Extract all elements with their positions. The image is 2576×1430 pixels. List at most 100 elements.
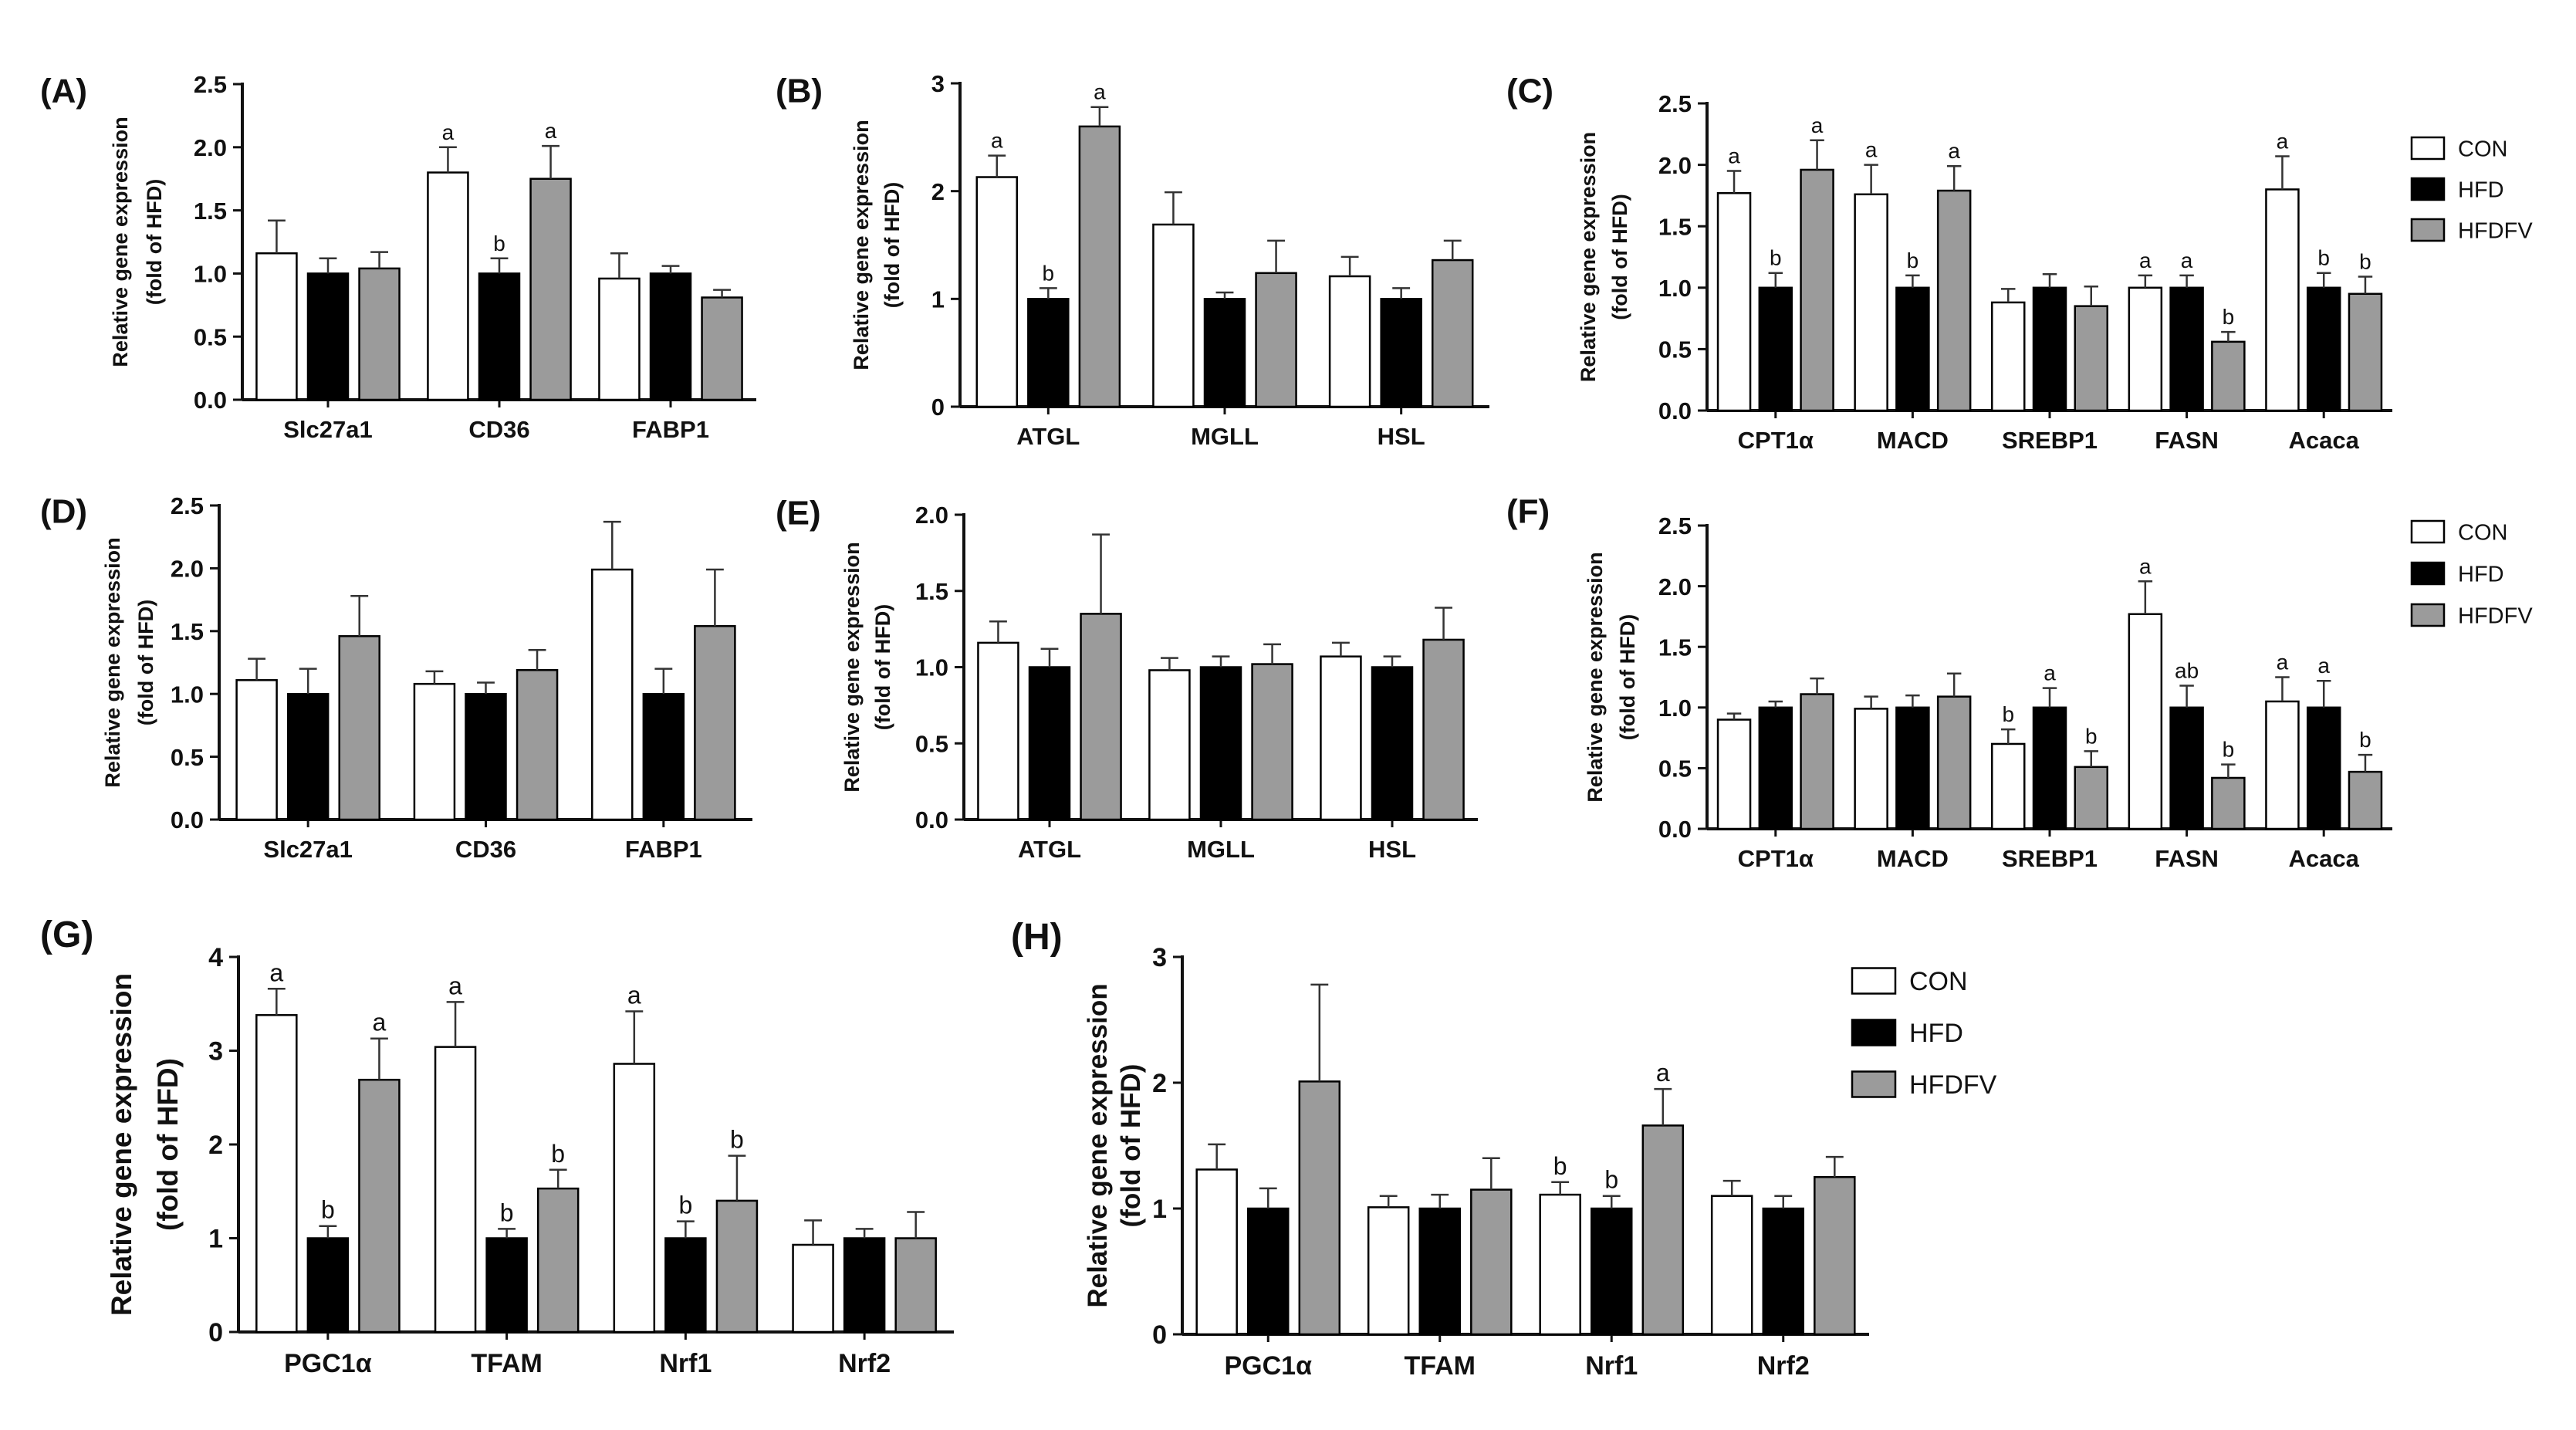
bar-hfdfv xyxy=(529,177,572,401)
bar-con xyxy=(1716,191,1752,412)
x-tick-label: CPT1α xyxy=(1738,845,1814,872)
bar-hfd xyxy=(2306,706,2341,830)
bar-hfdfv xyxy=(1251,663,1293,821)
legend-label: HFD xyxy=(2458,562,2504,587)
bar-hfdfv xyxy=(2348,292,2383,412)
significance-label: a xyxy=(2044,661,2056,685)
bar-con xyxy=(1539,1193,1581,1336)
bar-con xyxy=(1854,193,1888,412)
x-tick-label: FASN xyxy=(2155,427,2219,454)
bar-hfd xyxy=(1199,666,1242,821)
significance-label: ab xyxy=(2175,659,2199,683)
bar-con xyxy=(434,1046,477,1334)
bar-hfdfv xyxy=(1255,272,1297,408)
panel-e: (E) Relative gene expression (fold of HFD)… xyxy=(776,494,1478,863)
significance-label: a xyxy=(2277,651,2289,674)
x-tick-label: FABP1 xyxy=(632,416,709,443)
bar-hfd xyxy=(1380,298,1422,408)
y-tick-label: 2.0 xyxy=(194,134,227,161)
y-tick-label: 1.0 xyxy=(194,261,227,288)
bar-hfd xyxy=(649,272,692,401)
bar-hfdfv xyxy=(1298,1080,1341,1336)
x-tick-label: CPT1α xyxy=(1738,427,1814,454)
significance-label: b xyxy=(551,1140,565,1168)
panel-d: (D) Relative gene expression (fold of HFD)… xyxy=(40,492,752,863)
bar-hfdfv xyxy=(1936,189,1972,412)
y-tick-label: 1.5 xyxy=(194,198,227,225)
bar-hfd xyxy=(306,1237,350,1334)
x-tick-label: Slc27a1 xyxy=(263,836,353,863)
significance-label: a xyxy=(545,119,557,143)
significance-label: a xyxy=(2181,248,2193,272)
x-tick-label: Slc27a1 xyxy=(283,416,373,443)
bar-con xyxy=(1148,669,1191,821)
bar-hfdfv xyxy=(701,296,743,401)
bar-con xyxy=(792,1243,834,1334)
bar-con xyxy=(1990,742,2026,830)
x-tick-label: TFAM xyxy=(471,1349,543,1378)
bar-con xyxy=(2128,613,2163,830)
significance-label: b xyxy=(1907,248,1919,272)
significance-label: a xyxy=(1094,80,1106,104)
bar-hfd xyxy=(1762,1207,1804,1336)
y-tick-label: 1.5 xyxy=(915,578,948,605)
bar-con xyxy=(1367,1206,1410,1336)
legend: CON HFD HFDFV xyxy=(2410,136,2533,243)
bar-hfd xyxy=(485,1237,528,1334)
bar-hfd xyxy=(1758,706,1793,830)
y-tick-label: 0.0 xyxy=(171,806,204,833)
y-tick-label: 2.5 xyxy=(194,71,227,98)
bar-con xyxy=(1854,708,1888,830)
significance-label: a xyxy=(1948,139,1960,163)
y-tick-label: 0.5 xyxy=(1658,756,1692,783)
bar-con xyxy=(2128,286,2163,412)
bar-con xyxy=(427,171,469,401)
y-tick-label: 0.0 xyxy=(915,806,948,833)
legend-swatch-hfdfv xyxy=(2410,218,2446,242)
significance-label: b xyxy=(500,1198,514,1226)
bar-con xyxy=(1195,1168,1238,1336)
significance-label: a xyxy=(373,1009,387,1036)
bar-hfd xyxy=(1371,666,1414,821)
bar-hfd xyxy=(2306,286,2341,412)
bar-con xyxy=(1716,718,1752,830)
y-tick-label: 1 xyxy=(1152,1195,1167,1224)
y-tick-label: 0.0 xyxy=(194,387,227,414)
panel-label: (F) xyxy=(1506,492,1550,530)
y-tick-label: 2.0 xyxy=(915,502,948,529)
significance-label: b xyxy=(1043,261,1055,285)
y-tick-label: 0.5 xyxy=(194,323,227,350)
bar-hfdfv xyxy=(894,1237,937,1334)
x-tick-label: Nrf1 xyxy=(1585,1351,1638,1381)
y-tick-label: 2 xyxy=(1152,1069,1167,1098)
significance-label: b xyxy=(1604,1166,1618,1194)
bar-hfd xyxy=(1247,1207,1290,1336)
significance-label: a xyxy=(448,972,462,999)
bar-hfd xyxy=(1895,706,1930,830)
y-tick-label: 1.5 xyxy=(1658,213,1692,240)
bar-con xyxy=(413,682,456,821)
y-tick-label: 2.5 xyxy=(171,492,204,519)
y-tick-label: 0.5 xyxy=(915,730,948,757)
significance-label: a xyxy=(1865,138,1878,162)
significance-label: a xyxy=(442,120,455,144)
bar-hfdfv xyxy=(2348,770,2383,830)
bar-con xyxy=(977,641,1019,821)
legend-swatch-hfd xyxy=(2410,177,2446,201)
y-tick-label: 3 xyxy=(931,70,945,97)
bar-hfd xyxy=(2169,286,2204,412)
y-tick-label: 1.5 xyxy=(171,618,204,645)
bar-hfdfv xyxy=(1470,1188,1513,1336)
y-tick-label: 0 xyxy=(208,1318,223,1347)
y-tick-label: 0.5 xyxy=(1658,336,1692,363)
legend-label: CON xyxy=(2458,137,2507,161)
y-tick-label: 4 xyxy=(208,943,223,972)
bar-hfdfv xyxy=(1078,125,1121,408)
legend-swatch-con xyxy=(2410,136,2446,161)
x-tick-label: TFAM xyxy=(1404,1351,1476,1381)
bar-hfdfv xyxy=(1800,693,1834,830)
panel-label: (A) xyxy=(40,72,87,110)
significance-label: b xyxy=(2359,728,2371,752)
significance-label: a xyxy=(2277,129,2289,153)
